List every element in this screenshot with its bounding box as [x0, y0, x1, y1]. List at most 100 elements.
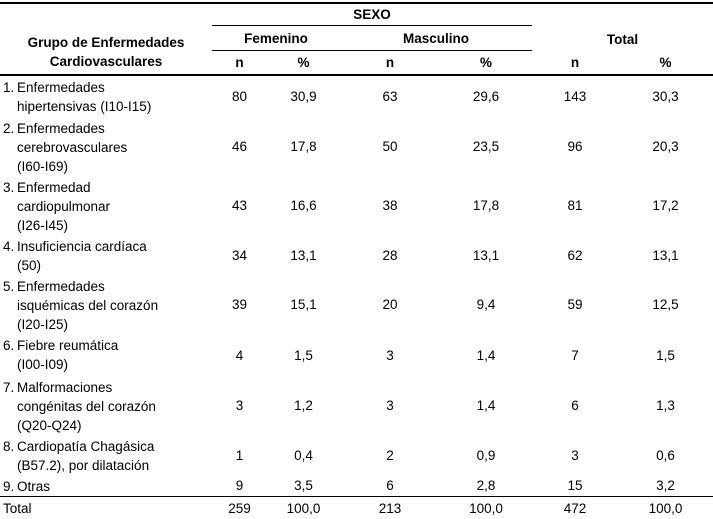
cell-total-n: 6 — [571, 398, 579, 413]
subheader-masc-pct: % — [440, 50, 533, 76]
row-label-cell: 1. Enfermedades hipertensivas (I10-I15) — [0, 75, 212, 117]
column-header-masculino: Masculino — [340, 25, 533, 51]
row-label-cell: 3. Enfermedad cardiopulmonar (I26-I45) — [0, 176, 212, 235]
cell-masc-n: 50 — [382, 139, 398, 154]
row-label: Enfermedades hipertensivas (I10-I15) — [17, 80, 152, 114]
total-label: Total — [0, 496, 212, 519]
total-fem-n: 259 — [212, 496, 267, 519]
row-number: 5. — [3, 279, 15, 294]
table-row: 9. Otras 9 3,5 6 2,8 15 3,2 — [0, 475, 713, 497]
cell-total-pct: 17,2 — [652, 198, 679, 213]
cell-fem-n: 80 — [231, 89, 248, 104]
header-row-groups: Femenino Masculino Total — [0, 25, 713, 51]
cell-masc-pct: 1,4 — [476, 398, 496, 413]
cell-masc-n: 63 — [382, 89, 398, 104]
subheader-masc-n: n — [340, 50, 440, 76]
row-group-header: Grupo de Enfermedades Cardiovasculares — [0, 3, 212, 76]
cell-fem-n: 9 — [235, 478, 244, 493]
total-row: Total 259 100,0 213 100,0 472 100,0 — [0, 496, 713, 519]
row-label: Enfermedad cardiopulmonar (I26-I45) — [17, 180, 111, 233]
cell-total-pct: 0,6 — [656, 447, 675, 463]
cell-total-pct: 30,3 — [652, 89, 679, 104]
cell-total-n: 59 — [567, 297, 583, 312]
cell-masc-pct: 17,8 — [472, 198, 500, 213]
cell-fem-pct: 1,5 — [294, 347, 313, 363]
cell-total-pct: 3,2 — [656, 478, 675, 493]
cell-fem-pct: 0,4 — [294, 447, 313, 463]
header-row-subcols: n % n % n % — [0, 50, 713, 76]
row-label-cell: 6. Fiebre reumática (I00-I09) — [0, 334, 212, 376]
row-label: Otras — [17, 479, 51, 494]
cell-fem-n: 46 — [231, 139, 248, 154]
row-label-cell: 7. Malformaciones congénitas del corazón … — [0, 376, 212, 435]
cell-total-pct: 1,5 — [656, 347, 675, 363]
cell-masc-n: 3 — [386, 347, 394, 363]
row-number: 6. — [3, 338, 15, 353]
cell-masc-pct: 0,9 — [476, 447, 496, 463]
cell-fem-n: 1 — [235, 447, 244, 463]
cell-masc-n: 3 — [386, 398, 394, 413]
cell-fem-n: 3 — [235, 398, 244, 413]
total-fem-pct: 100,0 — [267, 496, 340, 519]
table-row: 6. Fiebre reumática (I00-I09) 4 1,5 3 1,4… — [0, 334, 713, 376]
row-number: 8. — [3, 439, 15, 454]
cell-fem-pct: 15,1 — [290, 297, 317, 312]
cell-total-n: 81 — [567, 198, 583, 213]
cell-total-pct: 20,3 — [652, 139, 679, 154]
table-row: 5. Enfermedades isquémicas del corazón (I… — [0, 275, 713, 334]
subheader-fem-n: n — [212, 50, 267, 76]
subheader-total-n: n — [532, 50, 619, 76]
total-total-n: 472 — [532, 496, 619, 519]
cell-masc-n: 2 — [386, 447, 394, 463]
cell-total-n: 96 — [567, 139, 583, 154]
cell-total-pct: 1,3 — [656, 398, 675, 413]
cell-total-n: 143 — [563, 89, 587, 104]
row-number: 3. — [3, 180, 15, 195]
row-label-cell: 2. Enfermedades cerebrovasculares (I60-I6… — [0, 117, 212, 176]
column-header-femenino: Femenino — [212, 25, 340, 51]
cell-masc-pct: 9,4 — [476, 297, 496, 312]
cell-masc-pct: 1,4 — [476, 347, 496, 363]
cell-total-n: 15 — [567, 478, 583, 493]
table-row: 3. Enfermedad cardiopulmonar (I26-I45) 43… — [0, 176, 713, 235]
cell-masc-n: 6 — [386, 478, 394, 493]
cell-total-pct: 12,5 — [652, 297, 679, 312]
cell-fem-pct: 1,2 — [294, 398, 313, 413]
cell-fem-pct: 30,9 — [290, 89, 317, 104]
row-label: Cardiopatía Chagásica (B57.2), por dilat… — [17, 439, 155, 473]
cell-total-n: 3 — [571, 447, 579, 463]
subheader-total-pct: % — [618, 50, 713, 76]
total-masc-pct: 100,0 — [440, 496, 533, 519]
row-number: 7. — [3, 380, 15, 395]
cell-fem-n: 39 — [231, 297, 248, 312]
table-row: 2. Enfermedades cerebrovasculares (I60-I6… — [0, 117, 713, 176]
cell-fem-n: 43 — [231, 198, 248, 213]
cell-masc-pct: 13,1 — [472, 247, 500, 263]
row-label: Fiebre reumática (I00-I09) — [17, 338, 119, 372]
cell-fem-pct: 17,8 — [290, 139, 317, 154]
cell-fem-pct: 13,1 — [290, 247, 317, 263]
cell-fem-pct: 16,6 — [290, 198, 317, 213]
cell-masc-n: 20 — [382, 297, 398, 312]
row-label-cell: 5. Enfermedades isquémicas del corazón (I… — [0, 275, 212, 334]
cell-masc-pct: 29,6 — [472, 89, 500, 104]
column-group-header-sexo: SEXO — [212, 3, 533, 26]
row-label: Insuficiencia cardíaca (50) — [17, 239, 147, 273]
row-label-cell: 9. Otras — [0, 475, 212, 497]
row-number: 4. — [3, 239, 15, 254]
row-label: Enfermedades cerebrovasculares (I60-I69) — [17, 121, 128, 174]
total-masc-n: 213 — [340, 496, 440, 519]
table-row: 8. Cardiopatía Chagásica (B57.2), por dil… — [0, 435, 713, 475]
cell-total-pct: 13,1 — [652, 247, 679, 263]
row-label-cell: 4. Insuficiencia cardíaca (50) — [0, 235, 212, 275]
table-row: 1. Enfermedades hipertensivas (I10-I15) 8… — [0, 75, 713, 117]
row-number: 9. — [3, 479, 15, 494]
table-body: 1. Enfermedades hipertensivas (I10-I15) 8… — [0, 75, 713, 519]
cell-total-n: 7 — [571, 347, 579, 363]
table-row: 7. Malformaciones congénitas del corazón … — [0, 376, 713, 435]
cell-total-n: 62 — [567, 247, 583, 263]
total-total-pct: 100,0 — [618, 496, 713, 519]
table-header: Grupo de Enfermedades Cardiovasculares S… — [0, 3, 713, 76]
